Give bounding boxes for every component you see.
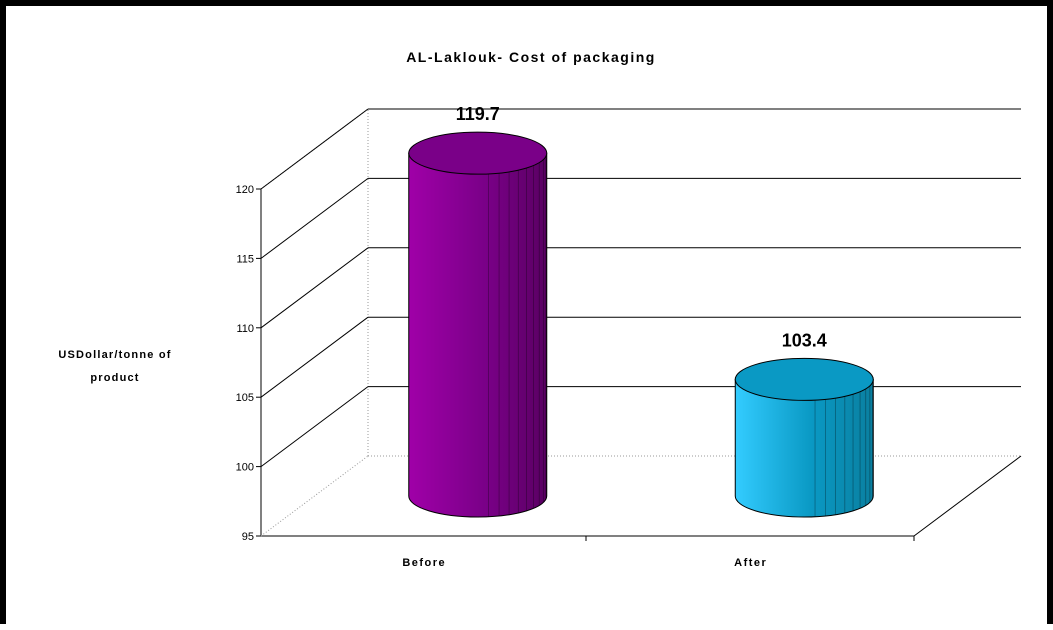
gridline-side-5	[260, 108, 369, 190]
floor-right-edge	[913, 455, 1022, 537]
bar-body-0	[408, 152, 548, 518]
data-label-0: 119.7	[456, 104, 500, 124]
y-axis-label: USDollar/tonne of product	[58, 349, 171, 384]
bar-body-1	[734, 378, 874, 518]
y-tick-label: 95	[242, 531, 254, 543]
y-axis-label-line-2: product	[90, 372, 139, 384]
plot-walls	[256, 108, 1022, 541]
x-tick-label-0: Before	[402, 557, 446, 569]
x-tick-label-1: After	[734, 557, 767, 569]
y-tick-label: 110	[236, 323, 254, 335]
y-tick-label: 105	[236, 392, 254, 404]
gridline-side-1	[260, 386, 369, 468]
gridline-side-4	[260, 177, 369, 259]
data-label-1: 103.4	[782, 330, 827, 350]
y-tick-labels: 95 100 105 110 115 120	[236, 184, 254, 543]
bar-top-0	[408, 131, 548, 175]
floor-left-edge	[260, 455, 369, 537]
y-tick-label: 115	[236, 253, 254, 265]
y-tick-label: 120	[236, 184, 254, 196]
gridline-side-2	[260, 316, 369, 398]
y-axis-label-line-1: USDollar/tonne of	[58, 349, 171, 361]
gridline-side-3	[260, 247, 369, 329]
bar-0	[408, 131, 548, 518]
chart-title: AL-Laklouk- Cost of packaging	[406, 49, 656, 65]
y-tick-label: 100	[236, 462, 254, 474]
bar-top-1	[734, 357, 874, 401]
bar-1	[734, 357, 874, 518]
x-tick-labels: Before After	[402, 557, 767, 569]
bars: 119.7 103.4	[408, 104, 874, 518]
bar-chart: AL-Laklouk- Cost of packaging USDollar/t…	[58, 49, 1022, 569]
gridlines	[256, 108, 1021, 468]
